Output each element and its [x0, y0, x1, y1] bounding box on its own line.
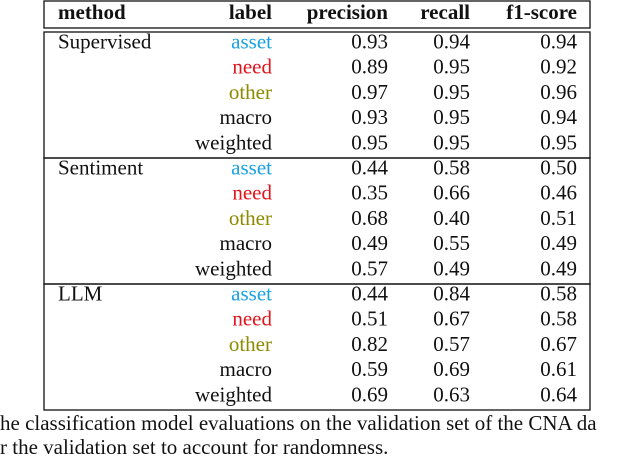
- precision-cell: 0.51: [351, 307, 388, 331]
- precision-cell: 0.69: [351, 383, 388, 407]
- label-cell: need: [232, 307, 272, 331]
- recall-cell: 0.95: [433, 131, 470, 155]
- recall-cell: 0.67: [433, 307, 470, 331]
- f1-score-cell: 0.49: [540, 257, 577, 281]
- recall-cell: 0.66: [433, 181, 470, 205]
- precision-cell: 0.57: [351, 257, 388, 281]
- recall-cell: 0.95: [433, 55, 470, 79]
- recall-cell: 0.95: [433, 80, 470, 104]
- precision-cell: 0.89: [351, 55, 388, 79]
- recall-cell: 0.94: [433, 29, 470, 53]
- recall-cell: 0.57: [433, 332, 470, 356]
- recall-cell: 0.63: [433, 383, 470, 407]
- caption-line: he classification model evaluations on t…: [0, 411, 597, 435]
- label-cell: asset: [231, 155, 272, 179]
- label-cell: weighted: [195, 383, 272, 407]
- label-cell: need: [232, 181, 272, 205]
- f1-score-cell: 0.51: [540, 206, 577, 230]
- recall-cell: 0.49: [433, 257, 470, 281]
- precision-cell: 0.49: [351, 231, 388, 255]
- header-cell: method: [58, 0, 126, 24]
- method-cell: Supervised: [58, 29, 152, 53]
- label-cell: macro: [220, 357, 272, 381]
- f1-score-cell: 0.64: [540, 383, 577, 407]
- recall-cell: 0.84: [433, 281, 470, 305]
- label-cell: other: [229, 80, 272, 104]
- header-cell: precision: [307, 0, 389, 24]
- f1-score-cell: 0.92: [540, 55, 577, 79]
- precision-cell: 0.68: [351, 206, 388, 230]
- header-cell: recall: [420, 0, 470, 24]
- recall-cell: 0.58: [433, 155, 470, 179]
- recall-cell: 0.40: [433, 206, 470, 230]
- f1-score-cell: 0.67: [540, 332, 577, 356]
- label-cell: macro: [220, 231, 272, 255]
- precision-cell: 0.44: [351, 281, 388, 305]
- label-cell: other: [229, 332, 272, 356]
- label-cell: asset: [231, 29, 272, 53]
- label-cell: weighted: [195, 131, 272, 155]
- f1-score-cell: 0.46: [540, 181, 577, 205]
- precision-cell: 0.97: [351, 80, 388, 104]
- header-cell: label: [229, 0, 272, 24]
- group-box: [43, 283, 591, 411]
- precision-cell: 0.93: [351, 29, 388, 53]
- f1-score-cell: 0.61: [540, 357, 577, 381]
- caption-line: r the validation set to account for rand…: [0, 435, 388, 457]
- f1-score-cell: 0.50: [540, 155, 577, 179]
- label-cell: other: [229, 206, 272, 230]
- recall-cell: 0.95: [433, 105, 470, 129]
- label-cell: macro: [220, 105, 272, 129]
- f1-score-cell: 0.58: [540, 307, 577, 331]
- precision-cell: 0.95: [351, 131, 388, 155]
- method-cell: Sentiment: [58, 155, 143, 179]
- precision-cell: 0.82: [351, 332, 388, 356]
- precision-cell: 0.93: [351, 105, 388, 129]
- header-box: [43, 0, 591, 29]
- recall-cell: 0.55: [433, 231, 470, 255]
- f1-score-cell: 0.58: [540, 281, 577, 305]
- precision-cell: 0.59: [351, 357, 388, 381]
- recall-cell: 0.69: [433, 357, 470, 381]
- f1-score-cell: 0.96: [540, 80, 577, 104]
- precision-cell: 0.44: [351, 155, 388, 179]
- label-cell: need: [232, 55, 272, 79]
- header-cell: f1-score: [506, 0, 577, 24]
- precision-cell: 0.35: [351, 181, 388, 205]
- f1-score-cell: 0.49: [540, 231, 577, 255]
- method-cell: LLM: [58, 281, 103, 305]
- f1-score-cell: 0.94: [540, 105, 577, 129]
- f1-score-cell: 0.95: [540, 131, 577, 155]
- label-cell: weighted: [195, 257, 272, 281]
- label-cell: asset: [231, 281, 272, 305]
- f1-score-cell: 0.94: [540, 29, 577, 53]
